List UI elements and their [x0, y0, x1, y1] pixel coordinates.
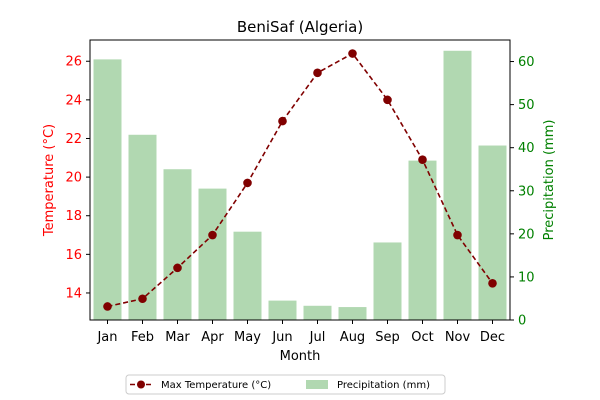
right-axis: 0 10 20 30 40 50 60 — [510, 55, 535, 329]
precipitation-bar-oct — [408, 160, 437, 320]
x-tick-label: Mar — [165, 330, 190, 345]
left-tick-label: 20 — [65, 171, 82, 186]
precipitation-bar-aug — [338, 307, 367, 320]
right-tick-label: 50 — [518, 98, 535, 113]
precipitation-bar-jul — [303, 305, 332, 320]
precipitation-bar-jan — [93, 59, 122, 321]
precipitation-bar-may — [233, 231, 262, 320]
precipitation-bar-jun — [268, 300, 297, 320]
temperature-point-jan — [103, 302, 112, 311]
left-tick-label: 18 — [65, 209, 82, 224]
x-tick-label: Jul — [309, 330, 326, 345]
precipitation-bar-feb — [128, 134, 157, 320]
right-tick-label: 20 — [518, 227, 535, 242]
legend-box — [125, 374, 446, 395]
x-tick-label: Oct — [411, 330, 433, 345]
legend-temperature-label: Max Temperature (°C) — [161, 380, 271, 391]
x-tick-label: May — [234, 330, 261, 345]
legend-temperature-marker-sample — [137, 380, 145, 389]
precipitation-bar-nov — [443, 50, 472, 321]
right-tick-label: 30 — [518, 184, 535, 199]
left-axis: 14 16 18 20 22 24 26 — [65, 55, 90, 301]
temperature-point-apr — [208, 230, 217, 240]
right-tick-label: 60 — [518, 55, 535, 70]
right-axis-label: Precipitation (mm) — [542, 120, 557, 241]
temperature-point-jun — [278, 116, 287, 126]
x-axis-label: Month — [280, 349, 321, 364]
precipitation-bar-apr — [198, 188, 227, 320]
x-tick-label: Feb — [131, 330, 154, 345]
temperature-point-may — [243, 178, 252, 188]
x-tick-label: Jun — [271, 330, 292, 345]
left-tick-label: 24 — [65, 93, 82, 108]
x-tick-label: Dec — [480, 330, 505, 345]
precipitation-bars — [93, 50, 507, 321]
x-tick-label: Apr — [201, 330, 224, 345]
temperature-line-layer — [103, 49, 497, 311]
plot-frame — [89, 39, 511, 321]
temperature-point-feb — [138, 294, 147, 304]
temperature-point-dec — [488, 279, 497, 288]
precipitation-bar-sep — [373, 242, 402, 320]
chart-title: BeniSaf (Algeria) — [237, 18, 363, 36]
temperature-point-mar — [173, 263, 182, 273]
legend: Max Temperature (°C) Precipitation (mm) — [125, 374, 446, 395]
right-tick-label: 0 — [518, 314, 526, 329]
right-tick-label: 10 — [518, 270, 535, 285]
temperature-point-oct — [418, 155, 427, 165]
temperature-point-aug — [348, 49, 357, 58]
legend-precipitation-label: Precipitation (mm) — [337, 380, 430, 391]
precipitation-bar-mar — [163, 169, 192, 320]
temperature-line — [107, 52, 494, 308]
temperature-point-jul — [313, 68, 322, 78]
x-tick-label: Jan — [96, 330, 117, 345]
x-tick-label: Nov — [445, 330, 471, 345]
left-tick-label: 14 — [65, 286, 82, 301]
temperature-point-nov — [453, 230, 462, 240]
temperature-point-sep — [383, 95, 392, 105]
x-tick-label: Sep — [375, 330, 400, 345]
right-tick-label: 40 — [518, 141, 535, 156]
left-tick-label: 22 — [65, 132, 82, 147]
x-tick-label: Aug — [340, 330, 365, 345]
legend-precipitation-swatch — [306, 380, 328, 389]
x-axis: Jan Feb Mar Apr May Jun Jul Aug Sep Oct Nov Dec — [96, 320, 505, 345]
left-tick-label: 26 — [65, 55, 82, 70]
left-tick-label: 16 — [65, 248, 82, 263]
left-axis-label: Temperature (°C) — [42, 124, 57, 237]
precipitation-bar-dec — [478, 145, 507, 320]
